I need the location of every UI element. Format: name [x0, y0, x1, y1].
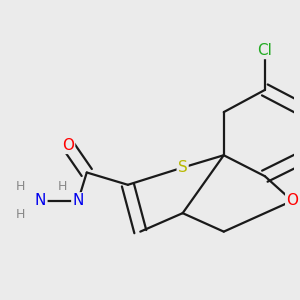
Text: H: H — [16, 181, 25, 194]
Text: Cl: Cl — [257, 43, 272, 58]
Text: N: N — [35, 193, 46, 208]
Text: O: O — [62, 138, 74, 153]
Text: S: S — [178, 160, 188, 175]
Text: N: N — [72, 193, 84, 208]
Text: O: O — [286, 193, 298, 208]
Text: H: H — [16, 208, 25, 221]
Text: H: H — [58, 181, 67, 194]
